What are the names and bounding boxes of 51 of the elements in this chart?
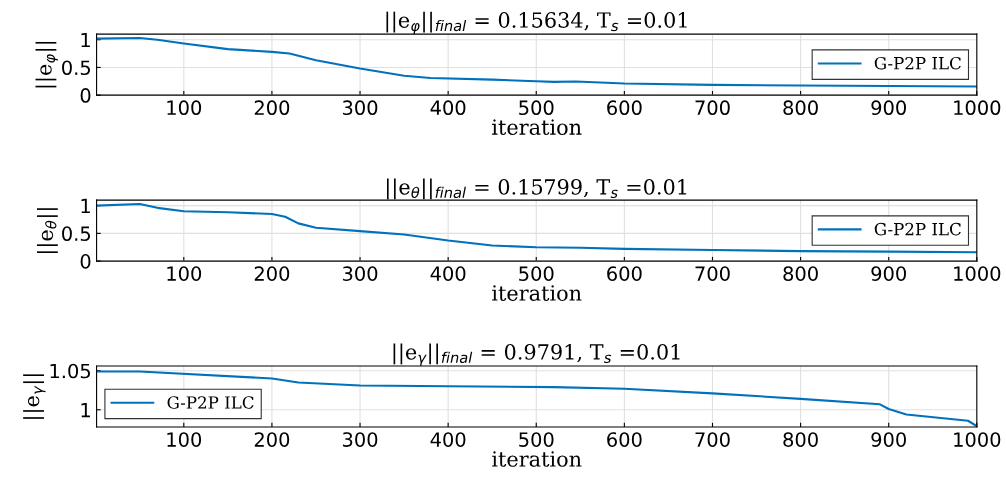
y-tick-label: 1 [81,198,90,214]
y-tick-label: 1 [81,403,90,418]
x-tick-label: 200 [254,432,290,447]
x-tick-label: 300 [342,100,378,116]
x-tick-label: 500 [519,432,554,447]
x-tick-label: 300 [342,266,378,281]
chart-title: ||e$_{θ}$||$_{final}$ = 0.15799, T$_{s}$ =0.01 [386,178,687,200]
x-tick-label: 400 [430,432,466,447]
x-axis-title: iteration [492,285,582,301]
x-tick-label: 800 [783,432,818,447]
chart-title: ||e$_{γ}$||$_{final}$ = 0.9791, T$_{s}$ =0.01 [393,343,680,366]
x-tick-label: 700 [695,432,730,447]
x-tick-label: 1000 [954,266,1001,281]
x-tick-label: 500 [519,266,554,281]
x-tick-label: 100 [167,100,202,116]
legend-label: G-P2P ILC [167,396,254,409]
y-tick-label: 0 [80,254,91,269]
x-tick-label: 500 [519,100,554,116]
y-tick-label: 0.5 [62,226,91,242]
line-series [96,37,977,88]
x-tick-label: 900 [871,100,906,116]
x-tick-label: 300 [342,432,378,447]
legend-label: G-P2P ILC [874,222,961,236]
x-tick-label: 400 [430,266,466,281]
y-axis-title: ||e$_{γ}$|| [23,374,46,419]
x-tick-label: 700 [695,266,730,281]
x-tick-label: 900 [871,266,906,281]
x-tick-label: 100 [167,432,202,447]
y-tick-label: 0 [80,88,91,103]
legend-label: G-P2P ILC [874,56,961,70]
x-tick-label: 1000 [954,432,1001,447]
y-axis-title: ||e$_{θ}$|| [36,208,58,253]
x-tick-label: 700 [695,100,730,116]
x-axis-title: iteration [492,119,582,135]
y-tick-label: 1 [81,32,90,48]
x-tick-label: 900 [871,432,906,447]
x-tick-label: 200 [254,266,290,281]
x-tick-label: 100 [167,266,202,281]
x-tick-label: 1000 [954,100,1001,116]
x-tick-label: 200 [254,100,290,116]
x-tick-label: 800 [783,266,818,281]
chart-title: ||e$_{φ}$||$_{final}$ = 0.15634, T$_{s}$ =0.01 [386,11,687,35]
x-axis-title: iteration [492,451,582,467]
x-tick-label: 800 [783,100,818,116]
y-axis-title: ||e$_{φ}$|| [35,41,58,88]
x-tick-label: 600 [607,266,642,281]
x-tick-label: 600 [607,100,642,116]
y-tick-label: 0.5 [62,60,91,76]
x-tick-label: 600 [607,432,642,447]
x-tick-label: 400 [430,100,466,116]
y-tick-label: 1.05 [50,363,91,379]
